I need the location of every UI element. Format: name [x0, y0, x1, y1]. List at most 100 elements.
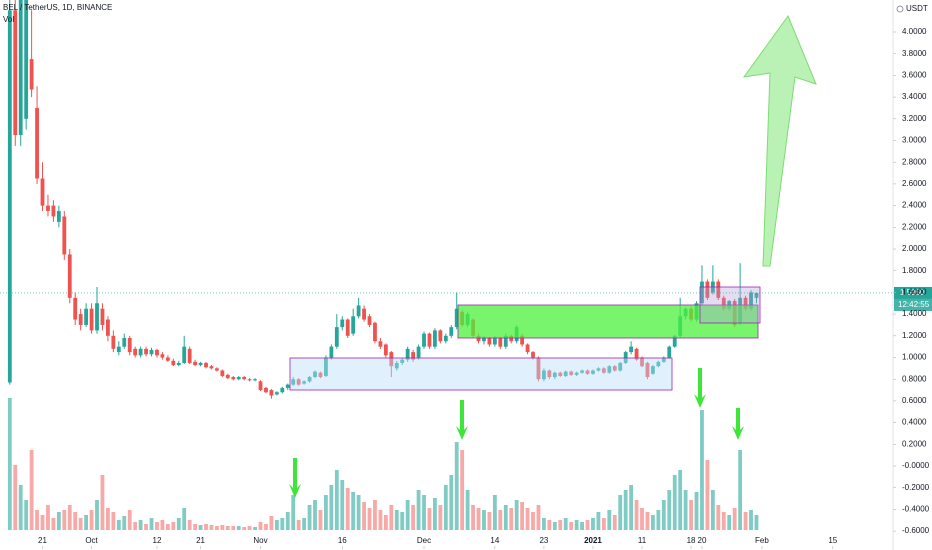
candle-body: [367, 316, 372, 325]
candle-body: [629, 346, 634, 353]
y-tick-label: 0.4000: [902, 418, 927, 427]
candle-body: [95, 303, 99, 331]
y-tick-label: 3.6000: [902, 71, 927, 80]
y-tick-label: 1.8000: [902, 266, 927, 275]
candle-body: [552, 372, 557, 378]
volume-bar: [547, 520, 552, 530]
volume-bar: [672, 475, 677, 530]
candle-body: [127, 337, 132, 353]
candle-body: [133, 348, 138, 356]
volume-bar: [585, 520, 590, 530]
volume-bar: [580, 522, 584, 530]
x-tick-label: 14: [490, 536, 499, 545]
volume-bar: [204, 524, 208, 530]
volume-bar: [667, 490, 672, 530]
candle-body: [111, 335, 116, 349]
volume-bar: [389, 505, 394, 530]
volume-bar: [438, 505, 443, 530]
candle-body: [400, 359, 405, 363]
volume-bar: [373, 500, 377, 530]
candle-body: [520, 335, 525, 345]
volume-bar: [536, 505, 541, 530]
volume-bar: [596, 512, 601, 530]
volume-label: Vol: [3, 15, 14, 24]
volume-bar: [35, 510, 39, 530]
y-tick-label: -0.4000: [902, 505, 930, 514]
candle-body: [231, 377, 236, 380]
y-tick-label: 3.2000: [902, 114, 927, 123]
volume-bar: [716, 505, 721, 530]
volume-bar: [427, 508, 432, 530]
candle-body: [302, 381, 307, 384]
candle-body: [144, 348, 148, 355]
candle-body: [7, 10, 12, 383]
candle-body: [645, 362, 650, 378]
candle-body: [106, 319, 110, 336]
volume-bar: [236, 526, 241, 530]
volume-bar: [574, 520, 579, 530]
volume-bar: [569, 522, 574, 530]
last-price-box: [894, 286, 932, 299]
candle-body: [253, 379, 257, 381]
volume-bar: [400, 512, 405, 530]
volume-bar: [40, 515, 45, 530]
candle-body: [438, 330, 443, 342]
candle-body: [100, 308, 105, 325]
candle-body: [607, 366, 612, 373]
volume-bar: [454, 442, 459, 530]
candle-body: [313, 371, 317, 378]
candle-body: [62, 216, 67, 255]
volume-bar: [367, 508, 372, 530]
volume-bar: [176, 518, 181, 530]
volume-bar: [465, 490, 470, 530]
volume-bar: [313, 500, 317, 530]
resistance-box: [457, 304, 759, 339]
volume-bar: [89, 510, 94, 530]
volume-bar: [329, 485, 334, 530]
consolidation-box: [699, 286, 761, 324]
volume-bar: [138, 520, 143, 530]
volume-bar: [378, 510, 383, 530]
y-tick-label: 2.0000: [902, 244, 927, 253]
y-tick-label: 3.8000: [902, 49, 927, 58]
volume-bar: [678, 470, 683, 530]
candle-body: [492, 337, 497, 345]
candle-body: [182, 346, 187, 363]
candle-body: [422, 333, 426, 347]
countdown-box: [894, 298, 932, 311]
currency-toggle[interactable]: [896, 5, 904, 13]
candle-body: [56, 211, 61, 222]
volume-bar: [291, 495, 296, 530]
volume-bar: [307, 505, 312, 530]
candle-body: [749, 292, 753, 309]
candle-body: [138, 348, 143, 356]
candle-body: [155, 349, 159, 356]
volume-bar: [487, 512, 492, 530]
candle-body: [531, 352, 535, 358]
volume-bar: [542, 518, 546, 530]
volume-bar: [449, 475, 454, 530]
volume-bar: [24, 500, 29, 530]
volume-bar: [62, 510, 67, 530]
candle-body: [18, 0, 23, 136]
x-tick-label: Oct: [85, 536, 98, 545]
candle-body: [634, 348, 639, 360]
down-arrow: [694, 368, 706, 408]
volume-bar: [225, 526, 230, 530]
y-tick-label: 0.6000: [902, 396, 927, 405]
candle-body: [204, 362, 208, 368]
candle-body: [547, 370, 552, 378]
candle-body: [667, 346, 672, 358]
volume-bar: [509, 508, 514, 530]
volume-bar: [198, 525, 203, 530]
y-tick-label: 2.6000: [902, 179, 927, 188]
volume-bar: [498, 510, 503, 530]
volume-bar: [558, 520, 563, 530]
candle-body: [661, 357, 666, 362]
volume-bar: [710, 490, 715, 530]
volume-bar: [285, 512, 290, 530]
candle-body: [40, 178, 45, 206]
candle-body: [378, 341, 383, 347]
x-tick-label: 15: [828, 536, 837, 545]
x-tick-label: 21: [196, 536, 205, 545]
